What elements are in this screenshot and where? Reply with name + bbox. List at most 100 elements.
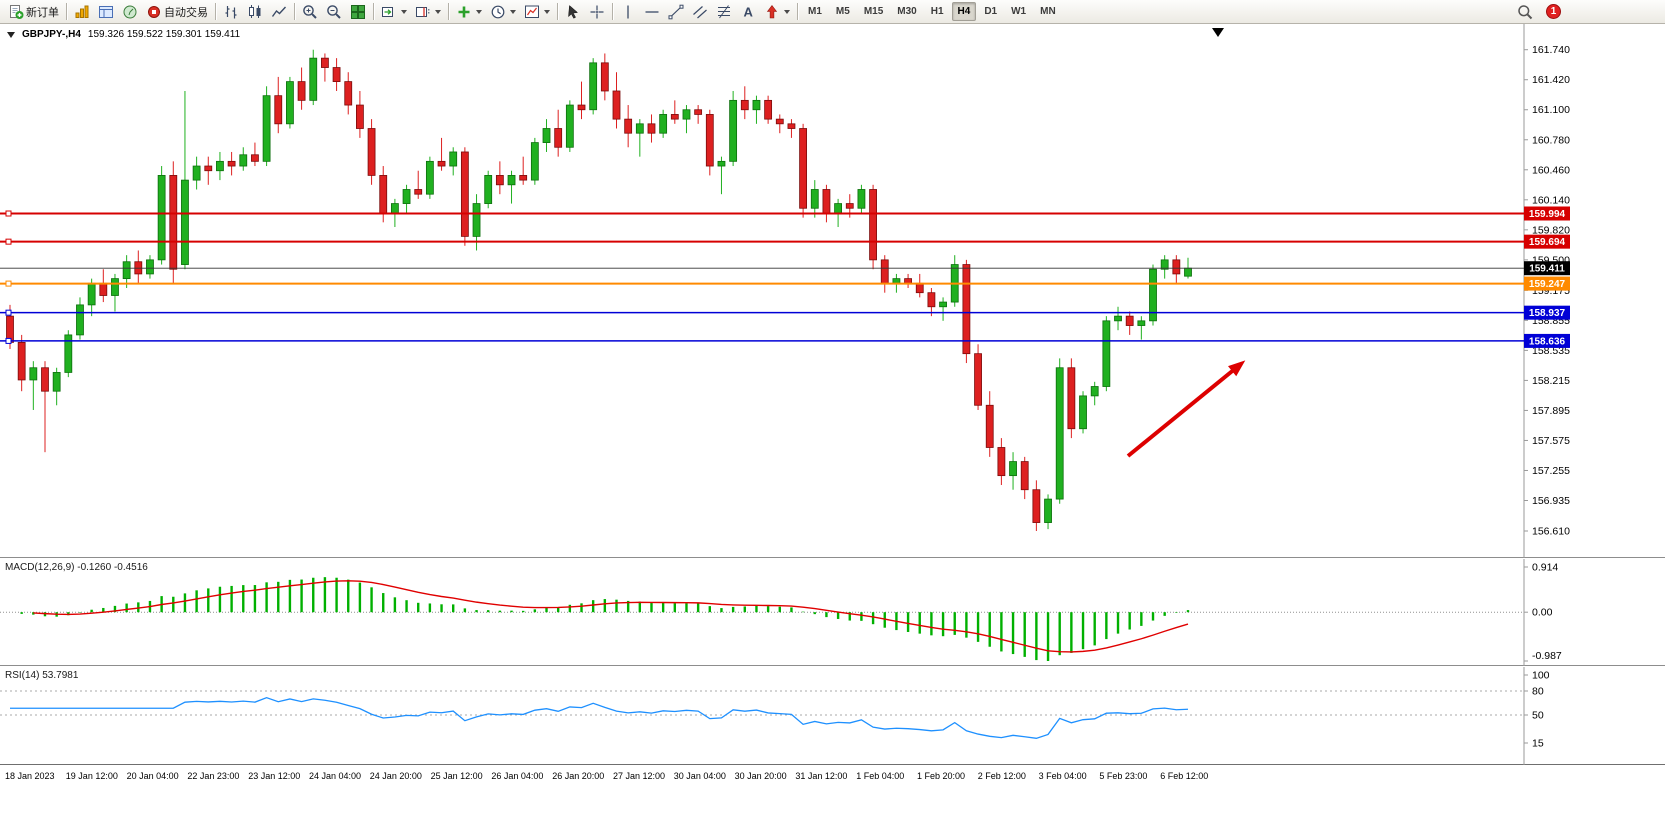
candle-body [740,99,749,111]
line-handle[interactable] [5,309,12,316]
time-axis-label: 22 Jan 23:00 [187,771,240,781]
crosshair-icon [590,5,604,18]
candle-body [227,160,236,167]
arrows-button[interactable] [760,1,794,22]
macd-chart[interactable]: 0.914 0.00 -0.987 [0,559,1665,666]
candle-body [997,447,1006,477]
vertical-line-button[interactable] [616,1,640,22]
dropdown-caret-icon[interactable] [476,9,482,14]
time-axis-label: 19 Jan 12:00 [65,771,118,781]
dropdown-caret-icon[interactable] [784,9,790,14]
timeframe-h1-button[interactable]: H1 [930,6,944,17]
rsi-chart[interactable]: 100 80 50 15 [0,667,1665,765]
candle-body [939,301,947,308]
search-button[interactable] [1517,4,1533,25]
candle-body [460,151,469,237]
timeframe-w1-button[interactable]: W1 [1011,6,1027,17]
market-watch-button[interactable] [70,1,94,22]
candle-body [239,154,248,167]
timeframe-mn-button[interactable]: MN [1040,6,1056,17]
candle-body [64,334,73,373]
time-axis-label: 26 Jan 04:00 [491,771,544,781]
cursor-button[interactable] [561,1,585,22]
timeframe-m5-button[interactable]: M5 [835,6,850,17]
candle-body [1067,367,1076,430]
candle-body [764,99,773,120]
candle-body [717,160,726,167]
timeframe-m30-button[interactable]: M30 [897,6,917,17]
bar-chart-button[interactable] [219,1,243,22]
dropdown-caret-icon[interactable] [435,9,441,14]
level-price-label: 158.636 [1529,336,1566,347]
time-axis-label: 3 Feb 04:00 [1038,771,1087,781]
line-handle[interactable] [5,238,12,245]
price-axis-label: 157.575 [1532,435,1570,447]
new-order-button[interactable]: 新订单 [4,1,63,22]
candle-body [41,367,49,392]
chart-shift-button[interactable] [411,1,445,22]
time-axis-label: 24 Jan 04:00 [309,771,362,781]
clock-icon [491,5,505,18]
strategy-tester-button[interactable] [118,1,142,22]
horizontal-line-button[interactable] [640,1,664,22]
line-chart-button[interactable] [267,1,291,22]
cursor-icon [568,4,579,19]
crosshair-button[interactable] [585,1,609,22]
time-axis[interactable]: 18 Jan 2023 19 Jan 12:00 20 Jan 04:00 22 Ja… [0,766,1665,788]
timeframe-d1-button[interactable]: D1 [984,6,998,17]
timeframe-h4-button[interactable]: H4 [951,2,977,21]
periods-button[interactable] [486,1,520,22]
notification-badge[interactable]: 1 [1546,4,1561,19]
dropdown-caret-icon[interactable] [544,9,550,14]
time-axis-label: 1 Feb 04:00 [856,771,905,781]
trendline-button[interactable] [664,1,688,22]
line-handle[interactable] [5,337,12,344]
zoom-in-button[interactable] [298,1,322,22]
indicators-button[interactable] [452,1,486,22]
candle-body [169,175,178,270]
add-indicator-icon [458,6,470,17]
new-order-button-label: 新订单 [26,6,59,19]
line-handle[interactable] [5,280,12,287]
time-axis-label: 20 Jan 04:00 [126,771,179,781]
timeframe-m15-button[interactable]: M15 [863,6,884,17]
fibonacci-button[interactable] [712,1,736,22]
data-window-button[interactable] [94,1,118,22]
chart-shift-icon [416,6,430,17]
text-button[interactable]: A [736,1,760,22]
chart-header: GBPJPY-,H4 159.326 159.522 159.301 159.4… [7,29,240,40]
dropdown-caret-icon[interactable] [510,9,516,14]
autotrading-button[interactable]: 自动交易 [142,1,212,22]
candle-body [181,179,189,265]
templates-button[interactable] [520,1,554,22]
svg-text:A: A [744,4,754,19]
candle-body [857,189,866,209]
auto-scroll-button[interactable] [377,1,411,22]
candle-body [251,154,259,162]
time-axis-label: 5 Feb 23:00 [1099,771,1148,781]
scroll-marker-icon[interactable] [1212,28,1224,37]
collapse-icon[interactable] [7,32,15,38]
time-axis-label: 2 Feb 12:00 [977,771,1026,781]
arrow-annotation[interactable] [1126,366,1238,458]
candle-body [554,128,563,148]
candlestick-chart-button[interactable] [243,1,267,22]
macd-panel: 0.914 0.00 -0.987 MACD(12,26,9) -0.1260 -0… [0,559,1665,666]
candle-body [321,57,329,68]
toolbar-separator [294,3,295,20]
line-handle[interactable] [5,210,12,217]
price-axis-label: 156.935 [1532,495,1570,507]
tile-windows-button[interactable] [346,1,370,22]
macd-axis-label: 0.914 [1532,562,1558,574]
rsi-axis-label: 50 [1532,710,1544,722]
candle-body [962,264,971,355]
dropdown-caret-icon[interactable] [401,9,407,14]
timeframe-m1-button[interactable]: M1 [808,6,822,17]
candlestick-chart[interactable]: 161.740 161.420 161.100 160.780 160.460 160.1… [0,24,1665,558]
candle-body [822,189,831,214]
candle-body [880,259,889,284]
candle-body [437,160,446,167]
channel-button[interactable] [688,1,712,22]
candle-body [157,175,166,261]
zoom-out-button[interactable] [322,1,346,22]
